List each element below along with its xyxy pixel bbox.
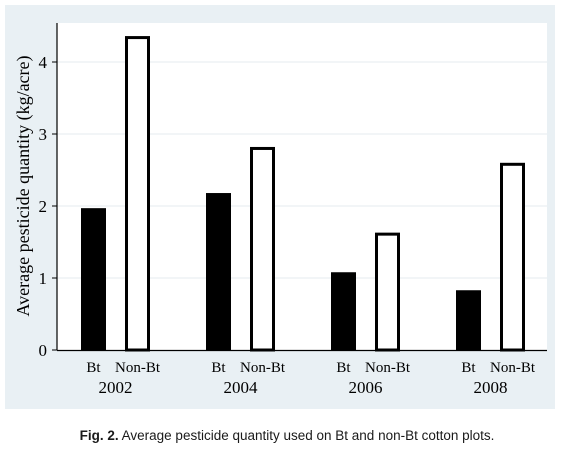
bar-bt-2008 [456, 290, 481, 350]
series-label: Bt [461, 360, 476, 376]
y-tick-label: 2 [39, 197, 48, 216]
bar-non-bt-2002 [125, 36, 150, 352]
series-label: Bt [336, 360, 351, 376]
bar-bt-2006 [331, 272, 356, 350]
series-label: Non-Bt [240, 360, 286, 376]
category-label: 2006 [349, 378, 383, 397]
figure-caption: Fig. 2. Average pesticide quantity used … [0, 428, 574, 443]
category-label: 2004 [224, 378, 259, 397]
y-axis-title: Average pesticide quantity (kg/acre) [13, 55, 34, 316]
caption-text: Average pesticide quantity used on Bt an… [121, 428, 495, 443]
series-label: Bt [211, 360, 226, 376]
y-tick-label: 3 [39, 125, 48, 144]
bar-non-bt-2006 [375, 232, 400, 352]
bar-non-bt-2004 [250, 146, 275, 352]
caption-label: Fig. 2. [79, 428, 119, 443]
bars [81, 36, 525, 352]
y-tick-label: 4 [39, 53, 48, 72]
bar-bt-2002 [81, 208, 106, 350]
y-tick-label: 1 [39, 269, 48, 288]
series-label: Non-Bt [490, 360, 536, 376]
bar-non-bt-2008 [500, 162, 525, 352]
series-label: Bt [86, 360, 101, 376]
category-label: 2008 [474, 378, 508, 397]
series-label: Non-Bt [115, 360, 161, 376]
y-tick-label: 0 [39, 341, 48, 360]
series-label: Non-Bt [365, 360, 411, 376]
category-label: 2002 [99, 378, 133, 397]
axes: 0 1 2 3 4 Bt Non-Bt 2002 Bt Non-Bt 2004 Bt Non-Bt 200… [39, 23, 547, 397]
bar-bt-2004 [206, 193, 231, 350]
